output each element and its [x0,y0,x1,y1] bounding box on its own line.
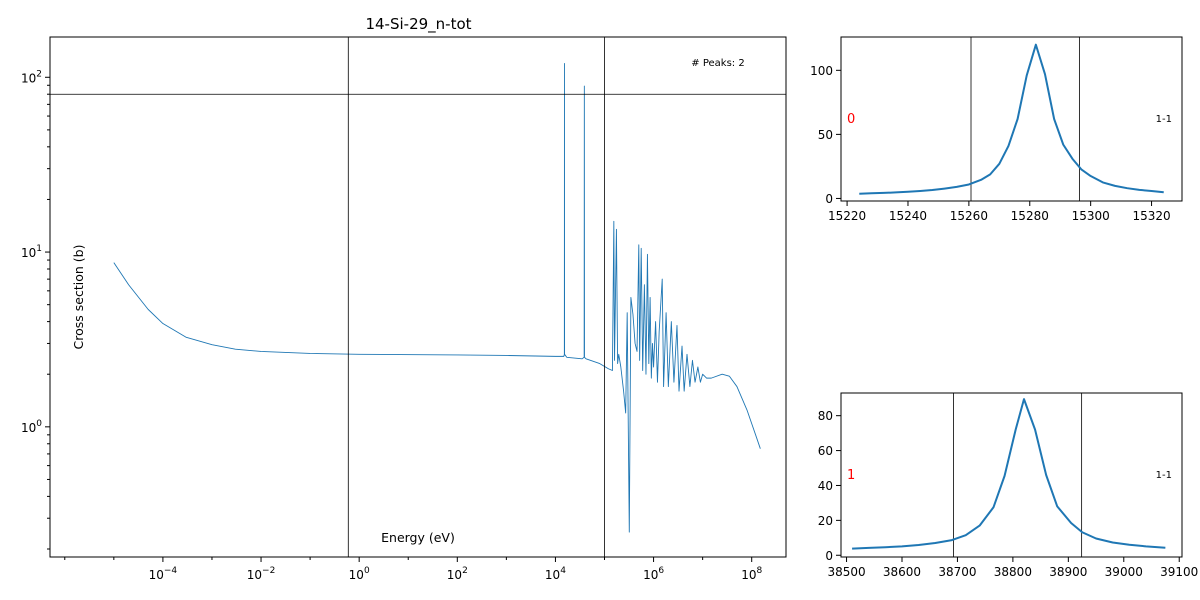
x-tick-label: 15300 [1072,209,1110,223]
x-tick-label-base: 10 [247,568,262,582]
x-tick-label-base: 10 [447,568,462,582]
y-tick-label: 0 [825,192,833,206]
x-tick-label-exponent: 2 [462,566,468,576]
x-tick-label-base: 10 [643,568,658,582]
main-panel: 10−4 10−2 100 102 104 106 10810010110214-Si-29… [21,15,787,582]
y-tick-label-base: 10 [21,246,36,260]
x-tick-label: 38700 [938,565,976,579]
y-tick-label: 40 [818,479,833,493]
x-tick-label: 102 [447,566,468,582]
x-tick-label: 39100 [1160,565,1198,579]
x-tick-label-exponent: 6 [658,566,664,576]
zoom-panel-0: 15220 15240 15260 15280 15300 15320 0 50 100 0 1-1 [810,36,1183,223]
x-tick-label: 38900 [1049,565,1087,579]
y-tick-label: 101 [21,244,42,260]
x-tick-label: 38600 [883,565,921,579]
x-tick-label: 100 [349,566,370,582]
y-tick-label-exponent: 0 [36,419,42,429]
y-tick-label-base: 10 [21,421,36,435]
x-tick-label: 15260 [950,209,988,223]
peak-index-label: 1 [847,468,855,483]
x-tick-label: 108 [741,566,762,582]
y-tick-label-exponent: 2 [36,69,42,79]
x-tick-label: 15320 [1132,209,1170,223]
zoom-panel-1: 38500 38600 38700 38800 38900 39000 39100 0 20 40… [818,392,1198,579]
x-tick-label: 10−2 [247,566,276,582]
y-axis-label: Cross section (b) [71,245,86,350]
multiplicity-label: 1-1 [1156,114,1172,125]
peak-line [852,398,1166,550]
y-tick-label: 100 [21,419,42,435]
y-tick-label: 20 [818,514,833,528]
x-tick-label: 38800 [994,565,1032,579]
x-tick-label: 15240 [889,209,927,223]
y-tick-label: 102 [21,69,42,85]
zoom-plot-frame [840,36,1183,202]
x-tick-label-base: 10 [349,568,364,582]
x-tick-label: 39000 [1105,565,1143,579]
x-tick-label-exponent: 4 [560,566,566,576]
x-tick-label-base: 10 [149,568,164,582]
x-tick-label-base: 10 [545,568,560,582]
x-tick-label-exponent: 0 [364,566,370,576]
y-tick-label: 50 [818,128,833,142]
y-tick-label: 80 [818,409,833,423]
x-tick-label-exponent: −4 [164,566,178,576]
x-tick-label: 10−4 [149,566,178,582]
x-tick-label: 15280 [1011,209,1049,223]
y-tick-label-base: 10 [21,71,36,85]
y-tick-label: 0 [825,549,833,563]
zoom-plot-frame [840,392,1183,558]
x-axis-label: Energy (eV) [381,530,455,545]
peaks-count-annotation: # Peaks: 2 [691,58,744,69]
chart-title: 14-Si-29_n-tot [365,15,471,34]
y-tick-label-exponent: 1 [36,244,42,254]
x-tick-label: 106 [643,566,664,582]
x-tick-label: 38500 [827,565,865,579]
main-plot-frame [49,36,787,558]
y-tick-label: 60 [818,444,833,458]
peak-index-label: 0 [847,112,855,127]
peak-line [859,43,1164,195]
x-tick-label-base: 10 [741,568,756,582]
series-line [113,62,761,533]
y-tick-label: 100 [810,64,833,78]
x-tick-label-exponent: −2 [262,566,275,576]
x-tick-label-exponent: 8 [756,566,762,576]
multiplicity-label: 1-1 [1156,470,1172,481]
x-tick-label: 15220 [828,209,866,223]
x-tick-label: 104 [545,566,566,582]
